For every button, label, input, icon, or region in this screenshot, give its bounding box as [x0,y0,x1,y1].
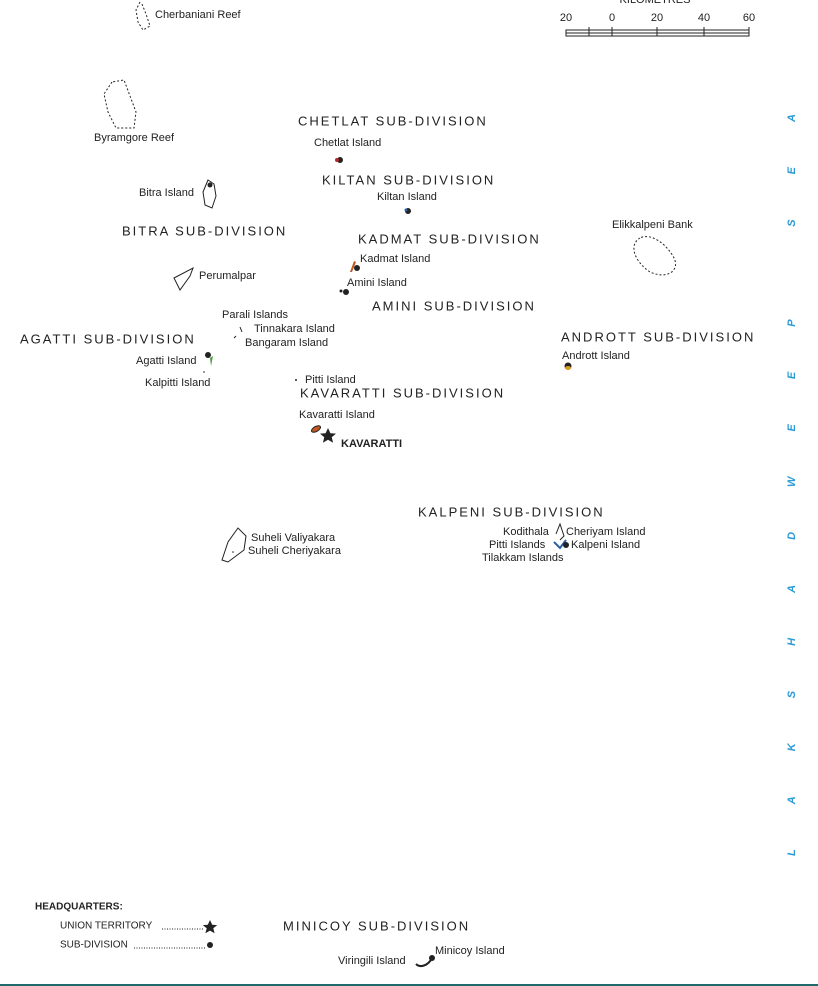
place-label: Elikkalpeni Bank [612,219,693,231]
place-label: Bitra Island [139,187,194,199]
place-label: Kavaratti Island [299,409,375,421]
place-label: Kodithala [503,526,550,538]
place-label: Kiltan Island [377,191,437,203]
scale-label: 20 [560,12,572,24]
place-label: Suheli Valiyakara [251,532,336,544]
subdivision-label: KALPENI SUB-DIVISION [418,504,605,519]
place-label: Pitti Islands [489,539,546,551]
place-label: Pitti Island [305,374,356,386]
place-label: Andrott Island [562,350,630,362]
headquarters-label: KAVARATTI [341,438,402,450]
legend-item: SUB-DIVISION [60,940,128,951]
legend-title: HEADQUARTERS: [35,902,123,913]
subdivision-label: ANDROTT SUB-DIVISION [561,329,755,344]
scale-label: 40 [698,12,710,24]
place-label: Amini Island [347,277,407,289]
place-label: Perumalpar [199,270,256,282]
place-label: Chetlat Island [314,137,381,149]
scale-unit: KILOMETRES [620,0,691,6]
place-label: Minicoy Island [435,945,505,957]
place-label: Cheriyam Island [566,526,645,538]
place-label: Bangaram Island [245,337,328,349]
subdivision-label: MINICOY SUB-DIVISION [283,918,470,933]
place-label: Suheli Cheriyakara [248,545,342,557]
legend-item: UNION TERRITORY [60,921,153,932]
subdivision-label: KAVARATTI SUB-DIVISION [300,385,505,400]
place-label: Tinnakara Island [254,323,335,335]
place-label: Kalpitti Island [145,377,210,389]
place-label: Kadmat Island [360,253,430,265]
subdivision-label: CHETLAT SUB-DIVISION [298,113,488,128]
place-label: Cherbaniani Reef [155,9,242,21]
subdivision-label: BITRA SUB-DIVISION [122,223,287,238]
place-label: Parali Islands [222,309,289,321]
subdivision-label: AMINI SUB-DIVISION [372,298,536,313]
island-shapes [103,1,676,967]
subdivision-label: KILTAN SUB-DIVISION [322,172,495,187]
place-label: Agatti Island [136,355,197,367]
legend: HEADQUARTERS: UNION TERRITORY SUB-DIVISI… [35,902,218,951]
sea-label: LAKSHADWEEP SEA [786,114,798,856]
place-label: Viringili Island [338,955,406,967]
place-label: Tilakkam Islands [482,552,564,564]
scale-label: 20 [651,12,663,24]
subdivision-label: AGATTI SUB-DIVISION [20,331,196,346]
place-label: Byramgore Reef [94,132,175,144]
subdivision-label: KADMAT SUB-DIVISION [358,231,541,246]
place-label: Kalpeni Island [571,539,640,551]
scale-label: 0 [609,12,615,24]
scale-bar [565,27,750,37]
scale-label: 60 [743,12,755,24]
